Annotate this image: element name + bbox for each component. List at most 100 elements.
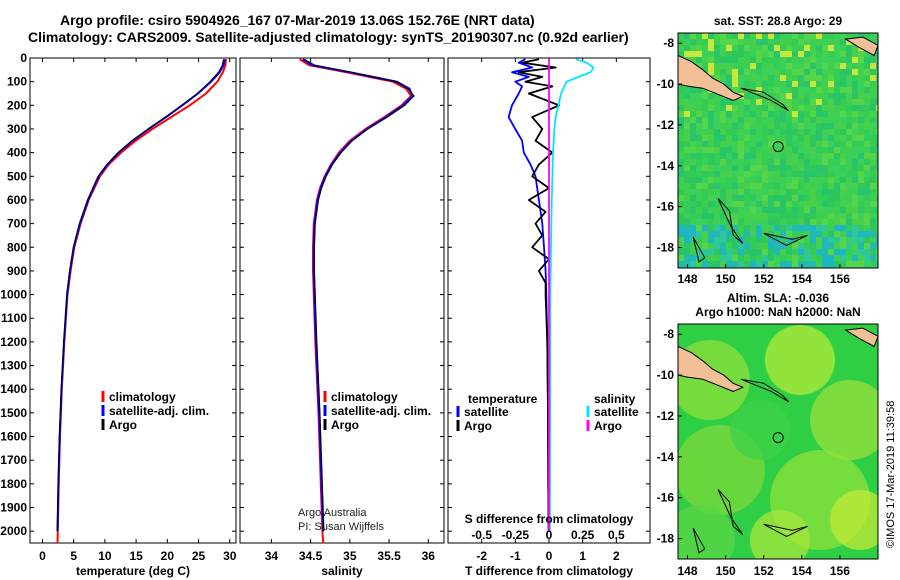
x-tick-label: 0 bbox=[39, 549, 46, 563]
sst-cell bbox=[816, 51, 822, 57]
sst-cell bbox=[786, 183, 792, 189]
sst-cell bbox=[864, 63, 870, 69]
sst-cell bbox=[834, 87, 840, 93]
sst-cell bbox=[738, 153, 744, 159]
sst-cell bbox=[810, 147, 816, 153]
sst-cell bbox=[834, 93, 840, 99]
sst-cell bbox=[810, 225, 816, 231]
sst-cell bbox=[864, 141, 870, 147]
sst-cell bbox=[828, 189, 834, 195]
sst-cell bbox=[834, 189, 840, 195]
sst-cell bbox=[750, 33, 756, 39]
map-sla: 148 150 152 154 156 -8 -10 -12 -14 -16 -18 Altim. S… bbox=[657, 291, 879, 578]
sst-cell bbox=[792, 135, 798, 141]
sst-cell bbox=[786, 45, 792, 51]
sst-cell bbox=[780, 213, 786, 219]
sst-cell bbox=[762, 141, 768, 147]
sst-cell bbox=[750, 231, 756, 237]
sst-cell bbox=[684, 225, 690, 231]
sst-cell bbox=[822, 63, 828, 69]
sst-cell bbox=[684, 243, 690, 249]
s-tick-label: 0.25 bbox=[571, 528, 595, 542]
sst-cell bbox=[708, 171, 714, 177]
sla-blob bbox=[750, 510, 810, 559]
sst-cell bbox=[714, 195, 720, 201]
sst-cell bbox=[768, 45, 774, 51]
credit-line2: PI: Susan Wijffels bbox=[298, 521, 384, 533]
sst-cell bbox=[744, 75, 750, 81]
sst-cell bbox=[876, 255, 878, 261]
sst-cell bbox=[786, 201, 792, 207]
sst-cell bbox=[792, 189, 798, 195]
sst-cell bbox=[840, 147, 846, 153]
sst-cell bbox=[708, 63, 714, 69]
sst-cell bbox=[834, 117, 840, 123]
sst-cell bbox=[714, 33, 720, 39]
sst-cell bbox=[840, 39, 846, 45]
sst-cell bbox=[780, 123, 786, 129]
x-tick-label: 34.5 bbox=[299, 549, 323, 563]
sst-cell bbox=[696, 195, 702, 201]
sst-cell bbox=[792, 99, 798, 105]
sst-cell bbox=[702, 135, 708, 141]
sst-cell bbox=[732, 213, 738, 219]
sst-cell bbox=[828, 201, 834, 207]
sst-cell bbox=[822, 255, 828, 261]
sst-cell bbox=[822, 231, 828, 237]
sst-cell bbox=[696, 135, 702, 141]
sst-cell bbox=[816, 159, 822, 165]
panel-difference: -2 -1 0 1 2T difference from climatology temp… bbox=[447, 57, 651, 578]
sst-cell bbox=[756, 75, 762, 81]
sst-cell bbox=[714, 243, 720, 249]
sst-cell bbox=[870, 57, 876, 63]
sst-cell bbox=[840, 195, 846, 201]
sst-cell bbox=[780, 237, 786, 243]
sst-cell bbox=[690, 255, 696, 261]
sst-cell bbox=[810, 213, 816, 219]
sst-cell bbox=[804, 261, 810, 267]
sst-cell bbox=[738, 69, 744, 75]
sst-cell bbox=[684, 129, 690, 135]
sst-cell bbox=[858, 231, 864, 237]
sst-cell bbox=[708, 105, 714, 111]
sst-cell bbox=[846, 135, 852, 141]
sst-cell bbox=[858, 81, 864, 87]
sst-cell bbox=[690, 249, 696, 255]
sst-cell bbox=[870, 177, 876, 183]
sst-cell bbox=[798, 117, 804, 123]
sst-cell bbox=[768, 33, 774, 39]
sst-cell bbox=[696, 213, 702, 219]
sst-cell bbox=[810, 63, 816, 69]
sst-cell bbox=[768, 231, 774, 237]
sst-cell bbox=[678, 243, 684, 249]
lat-tick-label: -12 bbox=[657, 409, 675, 423]
sst-cell bbox=[678, 135, 684, 141]
sst-cell bbox=[864, 57, 870, 63]
legend-label: climatology bbox=[331, 390, 398, 404]
sst-cell bbox=[852, 87, 858, 93]
sst-cell bbox=[804, 189, 810, 195]
figure-title-line2: Climatology: CARS2009. Satellite-adjuste… bbox=[28, 29, 629, 45]
sst-cell bbox=[744, 153, 750, 159]
sst-cell bbox=[864, 207, 870, 213]
sst-cell bbox=[798, 33, 804, 39]
sst-cell bbox=[762, 177, 768, 183]
sst-cell bbox=[816, 255, 822, 261]
sst-cell bbox=[846, 183, 852, 189]
sst-cell bbox=[702, 219, 708, 225]
sst-cell bbox=[678, 33, 684, 39]
sst-cell bbox=[786, 189, 792, 195]
sst-cell bbox=[738, 105, 744, 111]
sst-cell bbox=[702, 111, 708, 117]
sst-cell bbox=[858, 105, 864, 111]
sst-cell bbox=[762, 207, 768, 213]
sst-cell bbox=[774, 189, 780, 195]
sst-cell bbox=[744, 219, 750, 225]
sst-cell bbox=[822, 147, 828, 153]
sst-cell bbox=[786, 105, 792, 111]
lon-tick-label: 148 bbox=[678, 564, 698, 578]
sst-cell bbox=[768, 111, 774, 117]
sst-cell bbox=[690, 39, 696, 45]
sst-cell bbox=[828, 129, 834, 135]
sst-cell bbox=[690, 129, 696, 135]
